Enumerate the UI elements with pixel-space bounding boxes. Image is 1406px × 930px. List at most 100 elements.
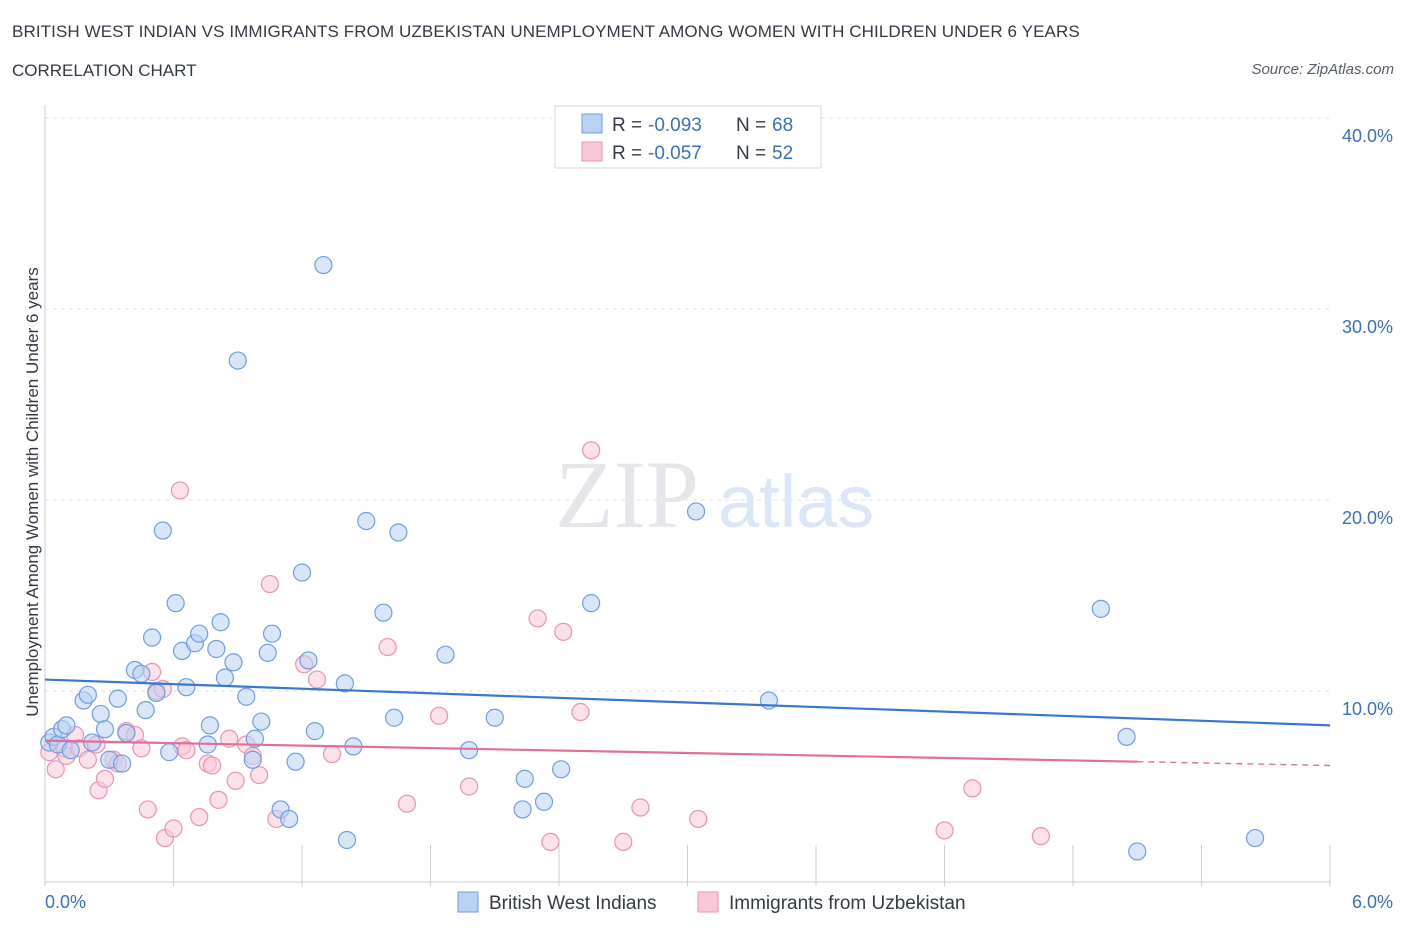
series-legend-label-blue: British West Indians (489, 893, 657, 914)
british-west-indian-points (40, 255, 1265, 861)
british-west-indian-point (166, 594, 185, 613)
british-west-indian-point (314, 255, 333, 275)
series-legend-label-pink: Immigrants from Uzbekistan (729, 893, 966, 914)
watermark: ZIP atlas (555, 441, 874, 548)
uzbekistan-point (209, 790, 228, 809)
uzbekistan-point (260, 574, 279, 594)
british-west-indian-trendline (44, 678, 1331, 727)
uzbekistan-point (1031, 827, 1050, 846)
british-west-indian-point (190, 624, 209, 643)
british-west-indian-point (286, 752, 305, 771)
british-west-indian-point (258, 643, 277, 662)
uzbekistan-point (190, 807, 209, 827)
british-west-indian-point (108, 689, 127, 708)
british-west-indian-point (280, 809, 299, 829)
british-west-indian-point (485, 708, 504, 727)
british-west-indian-point (337, 830, 357, 850)
british-west-indian-point (211, 613, 230, 632)
uzbekistan-point (935, 821, 954, 840)
british-west-indian-point (252, 712, 271, 731)
series-legend-swatch-pink (697, 891, 719, 913)
uzbekistan-point (132, 739, 151, 758)
british-west-indian-point (237, 687, 256, 706)
trend-lines (44, 678, 1331, 767)
legend-swatch-blue (581, 113, 603, 134)
legend-blue-r-value: -0.093 (648, 115, 702, 136)
british-west-indian-point (515, 769, 534, 788)
uzbekistan-point (528, 609, 547, 628)
british-west-indian-point (147, 683, 166, 703)
uzbekistan-point (164, 819, 183, 838)
y-axis-label: Unemployment Among Women with Children U… (23, 267, 42, 716)
y-tick-label: 10.0% (1342, 699, 1393, 719)
british-west-indian-point (1245, 828, 1265, 848)
series-legend: British West Indians Immigrants from Uzb… (457, 891, 966, 914)
british-west-indian-point (335, 674, 354, 693)
legend-pink-n-label: N = (736, 143, 766, 164)
british-west-indian-point (534, 792, 554, 811)
british-west-indian-point (292, 563, 312, 582)
uzbekistan-point (631, 798, 650, 817)
uzbekistan-point (46, 760, 65, 779)
uzbekistan-point (307, 670, 327, 689)
british-west-indian-point (61, 741, 80, 760)
uzbekistan-point (614, 832, 633, 851)
legend-pink-r-label: R = (612, 143, 642, 164)
british-west-indian-point (142, 628, 162, 647)
british-west-indian-point (112, 754, 132, 773)
watermark-atlas: atlas (718, 460, 874, 543)
british-west-indian-point (686, 502, 706, 521)
british-west-indian-point (215, 668, 234, 687)
legend-blue-n-value: 68 (772, 115, 793, 136)
british-west-indian-point (57, 716, 76, 735)
grid-layer (45, 117, 1330, 692)
uzbekistan-point (250, 765, 269, 785)
british-west-indian-point (224, 653, 243, 672)
british-west-indian-point (305, 722, 324, 741)
x-tick-label-max: 6.0% (1352, 892, 1393, 912)
source-credit: Source: ZipAtlas.com (1251, 61, 1394, 78)
british-west-indian-point (245, 729, 264, 748)
uzbekistan-trendline (44, 739, 1138, 763)
british-west-indian-point (132, 664, 151, 683)
uzbekistan-point (378, 637, 397, 657)
british-west-indian-point (95, 720, 115, 739)
british-west-indian-point (1091, 599, 1110, 618)
british-west-indian-point (153, 521, 172, 540)
y-tick-label: 40.0% (1342, 126, 1393, 146)
uzbekistan-point (170, 481, 190, 500)
uzbekistan-point (582, 441, 601, 460)
uzbekistan-point (541, 832, 560, 851)
british-west-indian-point (513, 800, 532, 819)
british-west-indian-point (200, 716, 220, 735)
british-west-indian-point (459, 741, 479, 760)
uzbekistan-point (202, 756, 222, 775)
british-west-indian-point (357, 511, 376, 531)
legend-blue-r-label: R = (612, 115, 642, 136)
uzbekistan-point (220, 729, 239, 748)
british-west-indian-point (136, 700, 155, 720)
british-west-indian-point (262, 624, 282, 643)
british-west-indian-point (1117, 727, 1136, 746)
uzbekistan-point (571, 702, 590, 722)
british-west-indian-point (228, 351, 247, 370)
british-west-indian-point (299, 651, 318, 670)
uzbekistan-point (689, 809, 708, 829)
y-tick-label: 30.0% (1342, 317, 1393, 337)
uzbekistan-point (78, 750, 97, 769)
british-west-indian-point (78, 685, 97, 704)
legend-swatch-pink (581, 141, 603, 162)
british-west-indian-point (552, 760, 571, 779)
british-west-indian-point (582, 594, 601, 613)
uzbekistan-point (138, 800, 157, 819)
uzbekistan-points (40, 441, 1050, 851)
legend-blue-n-label: N = (736, 115, 766, 136)
x-tick-label-min: 0.0% (45, 892, 86, 912)
british-west-indian-point (160, 743, 179, 762)
british-west-indian-point (207, 639, 226, 659)
uzbekistan-point (95, 769, 115, 788)
chart-title: BRITISH WEST INDIAN VS IMMIGRANTS FROM U… (12, 22, 1080, 41)
british-west-indian-point (117, 723, 136, 743)
correlation-legend: R = -0.093 N = 68 R = -0.057 N = 52 (554, 105, 822, 169)
